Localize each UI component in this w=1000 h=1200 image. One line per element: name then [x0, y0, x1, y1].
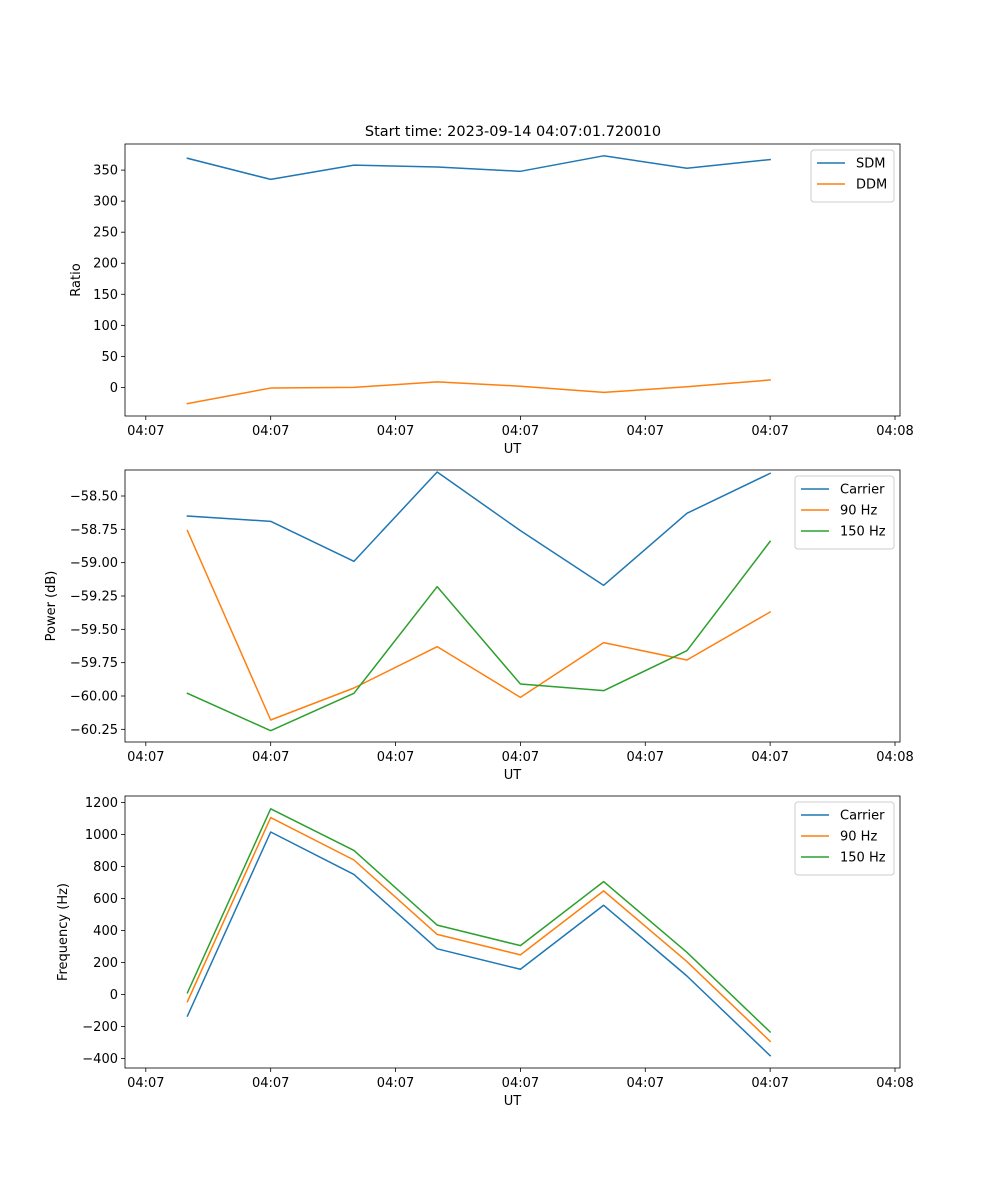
y-tick-label: 100	[93, 319, 118, 334]
x-tick-label: 04:07	[127, 424, 164, 439]
series-line-150-hz	[186, 808, 772, 1034]
x-tick-label: 04:07	[377, 750, 414, 765]
chart-panel-2: 04:07 04:07 04:07 04:07 04:07 04:07 04:08 −58.5…	[44, 469, 914, 783]
x-tick-label: 04:07	[502, 424, 539, 439]
plot-frame	[124, 143, 901, 417]
y-tick-label: −60.25	[70, 723, 118, 738]
plot-frame	[124, 469, 901, 743]
x-tick-label: 04:07	[252, 750, 289, 765]
y-tick-label: 1000	[85, 828, 118, 843]
legend-entry: 90 Hz	[840, 830, 877, 845]
x-tick-label: 04:08	[876, 424, 913, 439]
y-tick-label: 200	[93, 257, 118, 272]
legend-entry: Carrier	[840, 809, 885, 824]
x-axis-label: UT	[504, 442, 522, 457]
x-tick-label: 04:07	[627, 750, 664, 765]
chart-title: Start time: 2023-09-14 04:07:01.720010	[365, 124, 661, 140]
series-line-sdm	[186, 155, 771, 181]
x-axis-label: UT	[504, 768, 522, 783]
y-tick-label: −58.75	[70, 523, 118, 538]
plot-frame	[124, 795, 901, 1069]
y-tick-label: −59.75	[70, 656, 118, 671]
y-tick-label: −59.25	[70, 590, 118, 605]
legend: Carrier 90 Hz 150 Hz	[794, 801, 895, 876]
y-tick-label: 600	[93, 892, 118, 907]
legend-entry: DDM	[856, 178, 887, 193]
y-tick-label: 800	[93, 860, 118, 875]
x-tick-label: 04:07	[627, 1076, 664, 1091]
chart-panel-1: 04:07 04:07 04:07 04:07 04:07 04:07 04:08 0 50 10…	[69, 143, 914, 457]
y-tick-label: 150	[93, 288, 118, 303]
x-tick-label: 04:07	[502, 750, 539, 765]
series-line-90-hz	[186, 816, 772, 1043]
x-tick-label: 04:07	[127, 750, 164, 765]
y-tick-label: 350	[93, 164, 118, 179]
legend-entry: 90 Hz	[840, 504, 877, 519]
x-tick-label: 04:07	[627, 424, 664, 439]
x-tick-label: 04:07	[377, 1076, 414, 1091]
y-axis-label: Frequency (Hz)	[56, 883, 71, 981]
y-tick-label: −200	[82, 1020, 118, 1035]
series-line-carrier	[186, 471, 772, 587]
legend-entry: SDM	[856, 157, 885, 172]
y-tick-label: 1200	[85, 796, 118, 811]
x-tick-label: 04:07	[751, 750, 788, 765]
y-tick-label: −59.00	[70, 556, 118, 571]
x-tick-label: 04:08	[876, 750, 913, 765]
y-axis-label: Ratio	[69, 263, 84, 296]
x-axis-label: UT	[504, 1094, 522, 1109]
chart-panel-3: 04:07 04:07 04:07 04:07 04:07 04:07 04:08 −400 −…	[56, 795, 914, 1109]
legend: Carrier 90 Hz 150 Hz	[794, 475, 895, 550]
x-tick-label: 04:07	[377, 424, 414, 439]
x-tick-label: 04:08	[876, 1076, 913, 1091]
series-line-150-hz	[186, 540, 772, 732]
x-tick-label: 04:07	[751, 424, 788, 439]
legend: SDM DDM	[810, 149, 895, 203]
x-tick-label: 04:07	[252, 424, 289, 439]
y-axis-label: Power (dB)	[44, 571, 59, 642]
y-tick-label: −400	[82, 1052, 118, 1067]
y-tick-label: −60.00	[70, 690, 118, 705]
y-tick-label: 400	[93, 924, 118, 939]
x-tick-label: 04:07	[127, 1076, 164, 1091]
y-tick-label: 200	[93, 956, 118, 971]
legend-entry: Carrier	[840, 483, 885, 498]
x-tick-label: 04:07	[502, 1076, 539, 1091]
y-tick-label: −58.50	[70, 490, 118, 505]
x-tick-label: 04:07	[751, 1076, 788, 1091]
legend-entry: 150 Hz	[840, 525, 886, 540]
y-tick-label: 50	[101, 350, 118, 365]
panels: 04:07 04:07 04:07 04:07 04:07 04:07 04:08 0 50 10…	[44, 143, 914, 1109]
y-tick-label: 250	[93, 226, 118, 241]
y-tick-label: 0	[110, 988, 118, 1003]
y-tick-label: 300	[93, 195, 118, 210]
legend-entry: 150 Hz	[840, 851, 886, 866]
series-line-carrier	[186, 831, 772, 1057]
y-tick-label: −59.50	[70, 623, 118, 638]
y-tick-label: 0	[110, 381, 118, 396]
x-tick-label: 04:07	[252, 1076, 289, 1091]
series-line-ddm	[186, 379, 771, 405]
